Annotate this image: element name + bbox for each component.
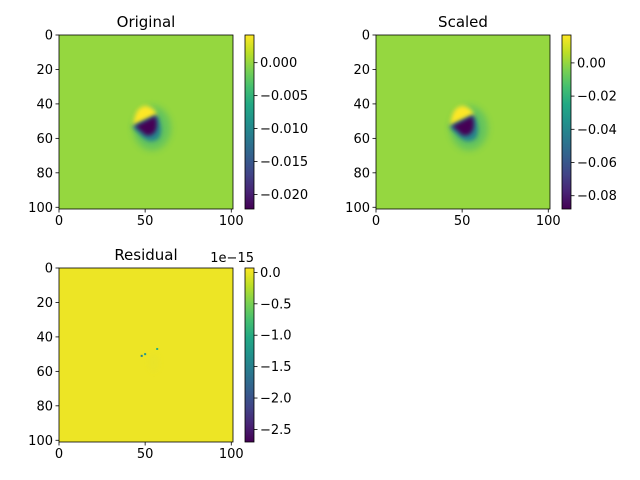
- y-tick-label: 100: [28, 201, 53, 216]
- colorbar: [245, 268, 254, 442]
- residual-faint-region: [147, 353, 160, 372]
- x-tick-label: 50: [137, 214, 154, 229]
- chart-panel-1: 0 50 100020406080100Original0.000−0.005−0.…: [28, 13, 308, 229]
- colorbar: [245, 35, 254, 209]
- chart-panel-3: 0 50 100020406080100Residual0.0−0.5−1.0−1.…: [28, 246, 291, 462]
- colorbar-tick-label: −2.0: [260, 392, 292, 407]
- y-tick-label: 0: [45, 262, 53, 277]
- y-tick-label: 60: [353, 132, 370, 147]
- colorbar-tick-label: −0.04: [577, 123, 617, 138]
- residual-point-1: [140, 354, 143, 357]
- colorbar-tick-label: 0.000: [260, 56, 297, 71]
- y-tick-label: 100: [345, 201, 370, 216]
- x-tick-label: 100: [219, 447, 244, 462]
- residual-point-2: [144, 353, 147, 356]
- colorbar-offset-label: 1e−15: [210, 251, 254, 266]
- axes-frame: [58, 34, 234, 210]
- chart-panel-2: 0 50 100020406080100Scaled0.00−0.02−0.04−0…: [345, 13, 617, 229]
- x-tick-label: 100: [536, 214, 561, 229]
- colorbar-tick-label: −0.08: [577, 189, 617, 204]
- colorbar-tick-label: −0.020: [260, 188, 308, 203]
- y-tick-label: 100: [28, 434, 53, 449]
- x-tick-label: 50: [454, 214, 471, 229]
- residual-point-3: [156, 347, 159, 350]
- y-tick-label: 80: [36, 399, 53, 414]
- y-tick-label: 0: [362, 29, 370, 44]
- colorbar-frame: [561, 34, 572, 210]
- chart-title: Residual: [114, 246, 177, 264]
- heatmap-area: [376, 35, 550, 209]
- x-tick-label: 0: [55, 214, 63, 229]
- y-tick-label: 60: [36, 132, 53, 147]
- x-tick-label: 0: [372, 214, 380, 229]
- axes-frame: [375, 34, 551, 210]
- y-tick-label: 40: [36, 330, 53, 345]
- colorbar-tick-label: −0.02: [577, 90, 617, 105]
- colorbar-tick-label: −0.06: [577, 156, 617, 171]
- colorbar-frame: [244, 267, 255, 443]
- y-tick-label: 80: [353, 166, 370, 181]
- colorbar-tick-label: −2.5: [260, 423, 292, 438]
- y-tick-label: 20: [36, 296, 53, 311]
- y-tick-label: 0: [45, 29, 53, 44]
- y-tick-label: 40: [36, 97, 53, 112]
- chart-title: Scaled: [438, 13, 488, 31]
- colorbar-tick-label: −0.010: [260, 122, 308, 137]
- y-tick-label: 40: [353, 97, 370, 112]
- colorbar-tick-label: −0.015: [260, 155, 308, 170]
- colorbar-frame: [244, 34, 255, 210]
- x-tick-label: 0: [55, 447, 63, 462]
- negative-lobe-core: [134, 115, 157, 136]
- colorbar-tick-label: −0.005: [260, 89, 308, 104]
- colorbar-tick-label: −1.0: [260, 329, 292, 344]
- negative-lobe-core: [451, 115, 474, 136]
- y-tick-label: 20: [353, 63, 370, 78]
- positive-lobe: [133, 105, 158, 129]
- chart-title: Original: [117, 13, 176, 31]
- y-tick-label: 60: [36, 365, 53, 380]
- colorbar-tick-label: 0.00: [577, 56, 606, 71]
- colorbar-tick-label: −0.5: [260, 297, 292, 312]
- x-tick-label: 50: [137, 447, 154, 462]
- x-tick-label: 100: [219, 214, 244, 229]
- colorbar-tick-label: −1.5: [260, 360, 292, 375]
- y-tick-label: 20: [36, 63, 53, 78]
- colorbar: [562, 35, 571, 209]
- heatmap-area: [59, 35, 233, 209]
- y-tick-label: 80: [36, 166, 53, 181]
- colorbar-tick-label: 0.0: [260, 266, 281, 281]
- positive-lobe: [450, 105, 475, 129]
- axes-frame: [58, 267, 234, 443]
- heatmap-area: [59, 268, 233, 442]
